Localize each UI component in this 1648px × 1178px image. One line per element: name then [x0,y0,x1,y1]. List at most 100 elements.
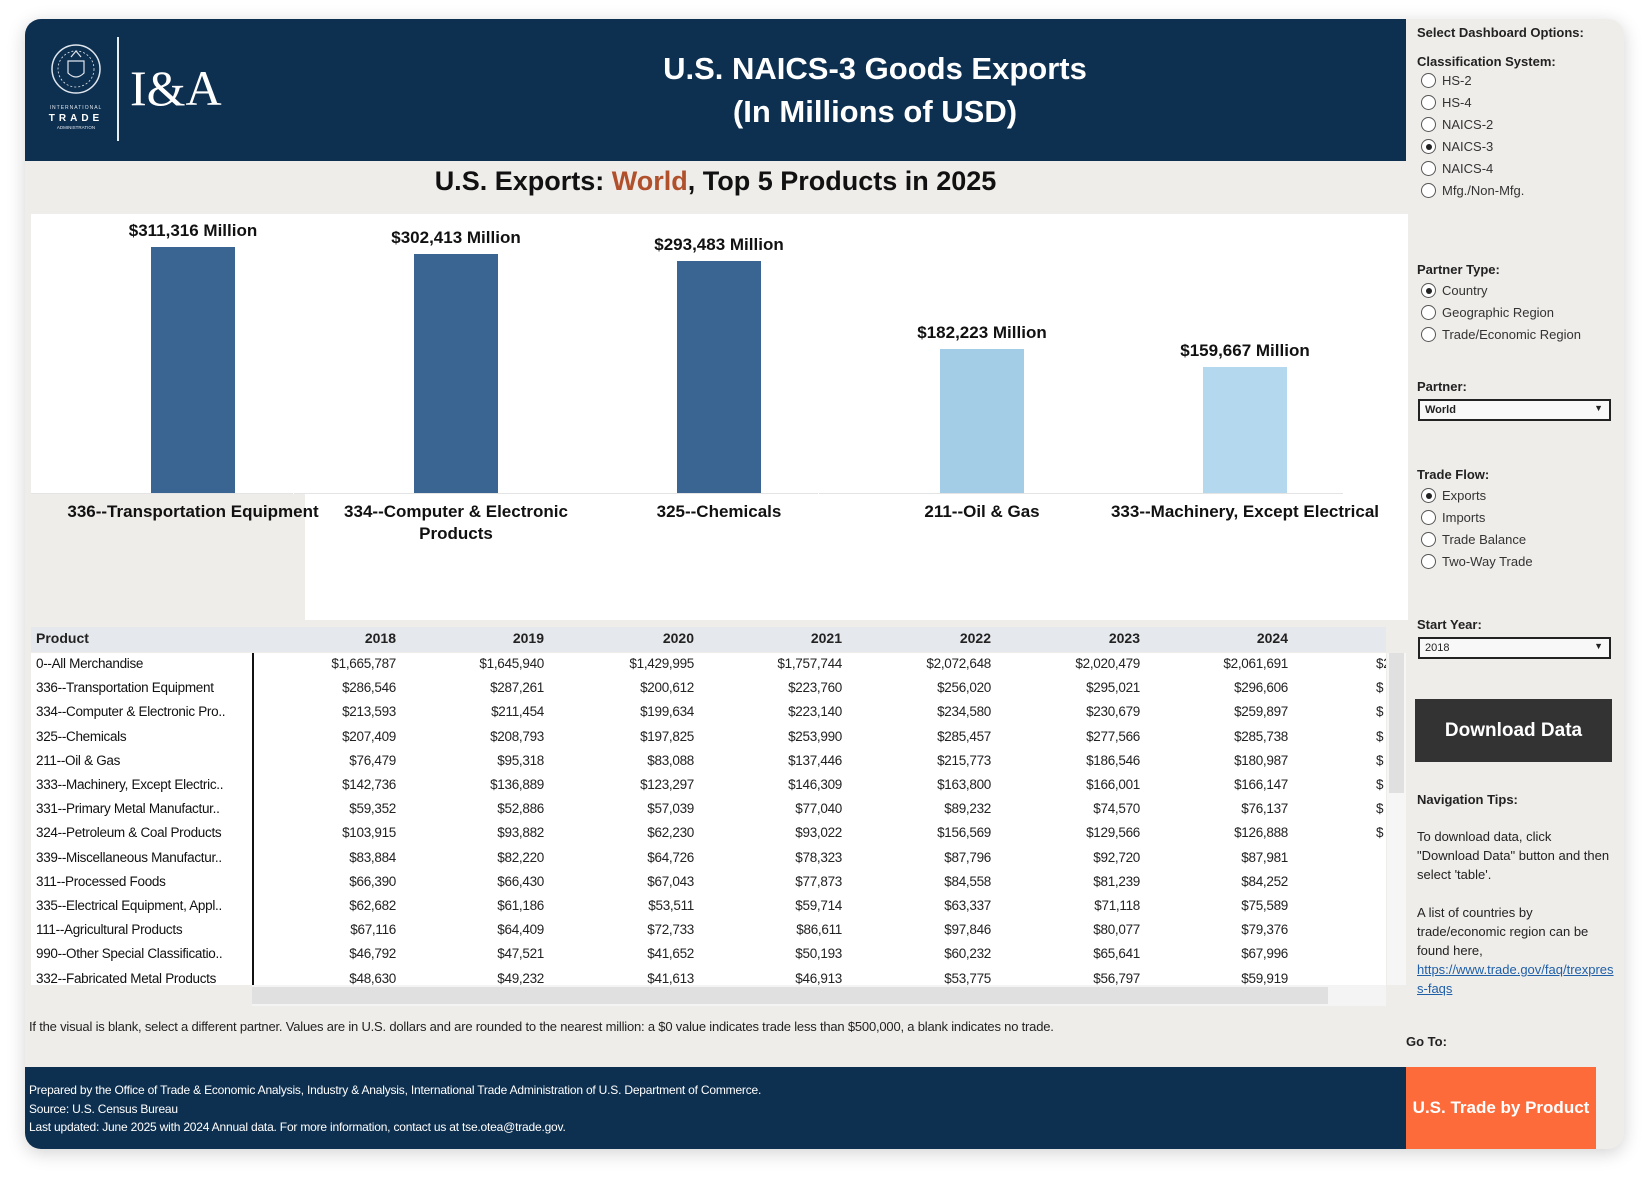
radio-country[interactable]: Country [1421,283,1488,298]
radio-circle-icon[interactable] [1421,283,1436,298]
start-year-dropdown[interactable]: 2018 ▼ [1418,637,1611,659]
region-tip-text: A list of countries by trade/economic re… [1417,905,1589,958]
faq-link[interactable]: https://www.trade.gov/faq/trexpress-faqs [1417,962,1614,996]
value-cell: $253,990 [788,728,842,744]
radio-circle-icon[interactable] [1421,139,1436,154]
value-cell: $146,309 [788,777,842,792]
data-note: If the visual is blank, select a differe… [29,1019,1054,1034]
column-header-2022[interactable]: 2022 [959,630,991,646]
value-cell: $61,186 [497,898,544,913]
radio-circle-icon[interactable] [1421,510,1436,525]
radio-mfg-non-mfg-[interactable]: Mfg./Non-Mfg. [1421,183,1524,198]
radio-label: HS-4 [1442,95,1472,110]
value-cell: $59,714 [795,898,842,913]
bar-1[interactable] [414,254,498,493]
bar-3[interactable] [940,349,1024,493]
radio-geographic-region[interactable]: Geographic Region [1421,305,1554,320]
table-row[interactable]: 335--Electrical Equipment, Appl.. $62,682… [31,895,1386,919]
table-row[interactable]: 311--Processed Foods $66,390 $66,430 $67,04… [31,871,1386,895]
column-header-2023[interactable]: 2023 [1108,630,1140,646]
radio-circle-icon[interactable] [1421,73,1436,88]
table-vertical-scrollbar[interactable] [1387,653,1406,985]
value-cell: $207,409 [342,728,396,744]
radio-hs-2[interactable]: HS-2 [1421,73,1472,88]
radio-label: Mfg./Non-Mfg. [1442,183,1525,198]
chevron-down-icon: ▼ [1594,403,1603,413]
value-cell: $93,882 [497,825,544,841]
radio-exports[interactable]: Exports [1421,488,1486,503]
radio-trade-balance[interactable]: Trade Balance [1421,532,1526,547]
bar-4[interactable] [1203,366,1287,493]
table-row[interactable]: 990--Other Special Classificatio.. $46,79… [31,943,1386,967]
value-cell: $ [1376,680,1384,696]
radio-naics-3[interactable]: NAICS-3 [1421,139,1493,154]
vertical-scroll-thumb[interactable] [1389,653,1404,793]
start-year-value: 2018 [1425,642,1450,654]
value-cell: $59,352 [349,801,396,817]
table-row[interactable]: 331--Primary Metal Manufactur.. $59,352 $5… [31,798,1386,822]
bar-2[interactable] [677,261,761,493]
radio-two-way-trade[interactable]: Two-Way Trade [1421,554,1533,569]
radio-circle-icon[interactable] [1421,532,1436,547]
radio-naics-4[interactable]: NAICS-4 [1421,161,1493,176]
value-cell: $71,118 [1094,898,1140,913]
bar-0[interactable] [151,247,235,493]
radio-label: NAICS-3 [1442,139,1494,154]
product-name: 339--Miscellaneous Manufactur.. [36,849,222,865]
value-cell: $86,611 [796,922,842,938]
table-row[interactable]: 332--Fabricated Metal Products $48,630 $49… [31,968,1386,985]
radio-circle-icon[interactable] [1421,327,1436,342]
table-row[interactable]: 334--Computer & Electronic Pro.. $213,593… [31,701,1386,725]
table-row[interactable]: 333--Machinery, Except Electric.. $142,73… [31,774,1386,798]
radio-circle-icon[interactable] [1421,183,1436,198]
column-header-2020[interactable]: 2020 [662,630,694,646]
table-horizontal-scrollbar[interactable] [252,985,1386,1006]
radio-trade-economic-region[interactable]: Trade/Economic Region [1421,327,1581,342]
value-cell: $1,645,940 [479,656,544,671]
chart-blank-area [31,494,305,620]
table-row[interactable]: 336--Transportation Equipment $286,546 $28… [31,677,1386,701]
value-cell: $92,720 [1093,849,1140,865]
partner-dropdown[interactable]: World ▼ [1418,399,1611,421]
us-trade-by-product-button[interactable]: U.S. Trade by Product [1406,1067,1596,1149]
bar-data-label: $159,667 Million [1180,340,1310,360]
start-year-label: Start Year: [1417,617,1482,632]
column-header-2024[interactable]: 2024 [1256,630,1288,646]
download-data-button[interactable]: Download Data [1415,699,1612,762]
product-name: 211--Oil & Gas [36,752,121,768]
table-row[interactable]: 111--Agricultural Products $67,116 $64,409… [31,919,1386,943]
horizontal-scroll-thumb[interactable] [252,987,1328,1004]
radio-naics-2[interactable]: NAICS-2 [1421,117,1493,132]
table-row[interactable]: 0--All Merchandise $1,665,787 $1,645,940 $1… [31,653,1386,677]
value-cell: $211,454 [491,704,544,720]
radio-circle-icon[interactable] [1421,161,1436,176]
table-row[interactable]: 339--Miscellaneous Manufactur.. $83,884 $8… [31,847,1386,871]
value-cell: $285,738 [1234,728,1288,744]
title-line-2: (In Millions of USD) [732,94,1018,129]
table-row[interactable]: 325--Chemicals $207,409 $208,793 $197,825 $2… [31,726,1386,750]
download-tip: To download data, click "Download Data" … [1417,829,1610,882]
column-header-2019[interactable]: 2019 [512,630,544,646]
radio-circle-icon[interactable] [1421,488,1436,503]
value-cell: $76,137 [1241,801,1288,817]
radio-hs-4[interactable]: HS-4 [1421,95,1472,110]
radio-circle-icon[interactable] [1421,554,1436,569]
radio-imports[interactable]: Imports [1421,510,1485,525]
column-header-2018[interactable]: 2018 [364,630,396,646]
radio-circle-icon[interactable] [1421,117,1436,132]
product-name: 325--Chemicals [36,728,127,744]
value-cell: $197,825 [640,728,694,744]
column-header-2021[interactable]: 2021 [810,630,842,646]
radio-circle-icon[interactable] [1421,95,1436,110]
partner-value: World [1425,404,1456,416]
table-row[interactable]: 211--Oil & Gas $76,479 $95,318 $83,088 $137,… [31,750,1386,774]
value-cell: $2,072,648 [926,656,991,671]
radio-label: Imports [1442,510,1486,525]
column-header-product[interactable]: Product [36,630,89,646]
table-row[interactable]: 324--Petroleum & Coal Products $103,915 $9… [31,822,1386,846]
radio-circle-icon[interactable] [1421,305,1436,320]
radio-label: Trade/Economic Region [1442,327,1581,342]
value-cell: $230,679 [1086,704,1140,720]
value-cell: $ [1376,825,1384,841]
value-cell: $2,020,479 [1075,656,1140,671]
